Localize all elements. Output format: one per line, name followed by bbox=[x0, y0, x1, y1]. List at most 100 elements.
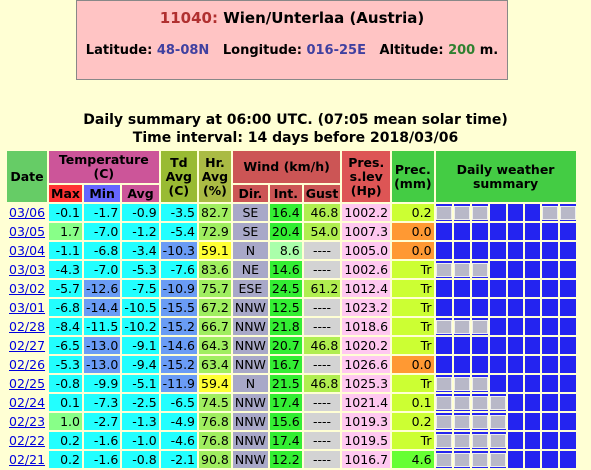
weather-icon-cell bbox=[524, 451, 540, 468]
interval-line: Time interval: 14 days before 2018/03/06 bbox=[132, 130, 459, 146]
date-link[interactable]: 03/03 bbox=[9, 262, 46, 277]
value-cell: -10.2 bbox=[122, 318, 159, 335]
date-link[interactable]: 03/01 bbox=[9, 300, 46, 315]
value-cell: NE bbox=[232, 261, 268, 278]
weather-icon-cell bbox=[559, 356, 576, 373]
value-cell: -5.1 bbox=[122, 375, 159, 392]
data-row: 03/02 -5.7 -12.6 -7.5 -10.9 75.7 ESE 24.5 61.2 10… bbox=[7, 280, 576, 297]
weather-icon-cell bbox=[489, 394, 506, 411]
value-cell: -9.4 bbox=[122, 356, 159, 373]
value-cell: 0.2 bbox=[392, 204, 434, 221]
weather-icon bbox=[435, 395, 452, 410]
date-link[interactable]: 03/04 bbox=[9, 243, 46, 258]
weather-icon-cell bbox=[559, 261, 576, 278]
value-cell: -6.8 bbox=[49, 299, 82, 316]
value-cell: -1.1 bbox=[49, 242, 82, 259]
weather-icon-cell bbox=[435, 242, 452, 259]
weather-icon bbox=[453, 452, 470, 467]
value-cell: ---- bbox=[303, 394, 341, 411]
weather-icon-cell bbox=[507, 242, 523, 259]
sub-header: Int. bbox=[269, 185, 302, 202]
weather-icon-cell bbox=[435, 451, 452, 468]
weather-icon-cell bbox=[524, 432, 540, 449]
weather-icon-cell bbox=[559, 394, 576, 411]
value-cell: 75.7 bbox=[199, 280, 231, 297]
value-cell: 21.5 bbox=[269, 375, 302, 392]
value-cell: -2.7 bbox=[83, 413, 121, 430]
weather-icon-cell bbox=[524, 280, 540, 297]
column-header: Temperature (C) bbox=[49, 151, 159, 183]
value-cell: 20.4 bbox=[269, 223, 302, 240]
date-link[interactable]: 02/25 bbox=[9, 376, 46, 391]
coords-line: Latitude: 48-08N Longitude: 016-25E Alti… bbox=[77, 43, 507, 58]
weather-icon bbox=[453, 433, 470, 448]
value-cell: NNW bbox=[232, 356, 268, 373]
date-link[interactable]: 03/02 bbox=[9, 281, 46, 296]
date-link[interactable]: 03/06 bbox=[9, 205, 46, 220]
weather-icon-cell bbox=[435, 337, 452, 354]
weather-icon-cell bbox=[559, 242, 576, 259]
weather-icon bbox=[435, 452, 452, 467]
station-id: 11040: bbox=[159, 9, 218, 27]
value-cell: 0.0 bbox=[392, 356, 434, 373]
weather-icon bbox=[471, 395, 488, 410]
weather-icon-cell bbox=[453, 223, 470, 240]
weather-icon-cell bbox=[489, 204, 506, 221]
weather-icon-cell bbox=[453, 299, 470, 316]
weather-icon-cell bbox=[507, 394, 523, 411]
weather-icon-cell bbox=[471, 413, 488, 430]
weather-icon-cell bbox=[507, 432, 523, 449]
value-cell: ---- bbox=[303, 413, 341, 430]
weather-icon-cell bbox=[489, 318, 506, 335]
value-cell: 66.7 bbox=[199, 318, 231, 335]
date-cell: 02/26 bbox=[7, 356, 48, 373]
date-link[interactable]: 02/23 bbox=[9, 414, 46, 429]
date-cell: 02/24 bbox=[7, 394, 48, 411]
value-cell: 1.0 bbox=[49, 413, 82, 430]
value-cell: -1.2 bbox=[122, 223, 159, 240]
column-header: Prec. (mm) bbox=[392, 151, 434, 202]
weather-icon-cell bbox=[541, 432, 558, 449]
weather-icon-cell bbox=[453, 318, 470, 335]
value-cell: -6.8 bbox=[83, 242, 121, 259]
value-cell: NNW bbox=[232, 318, 268, 335]
data-row: 02/28 -8.4 -11.5 -10.2 -15.2 66.7 NNW 21.8 ---- 1… bbox=[7, 318, 576, 335]
weather-icon bbox=[471, 376, 488, 391]
value-cell: NNW bbox=[232, 337, 268, 354]
weather-icon-cell bbox=[524, 261, 540, 278]
date-cell: 03/02 bbox=[7, 280, 48, 297]
weather-icon-cell bbox=[489, 261, 506, 278]
weather-icon-cell bbox=[489, 337, 506, 354]
alt: 200 bbox=[448, 43, 476, 58]
weather-icon-cell bbox=[471, 451, 488, 468]
value-cell: -9.1 bbox=[122, 337, 159, 354]
weather-icon-cell bbox=[541, 394, 558, 411]
value-cell: Tr bbox=[392, 337, 434, 354]
data-row: 02/21 0.2 -1.6 -0.8 -2.1 90.8 NNW 12.2 ---- 1016.… bbox=[7, 451, 576, 468]
column-header: Hr. Avg (%) bbox=[199, 151, 231, 202]
weather-icon-cell bbox=[524, 356, 540, 373]
date-link[interactable]: 02/27 bbox=[9, 338, 46, 353]
date-cell: 02/28 bbox=[7, 318, 48, 335]
value-cell: 1005.0 bbox=[342, 242, 391, 259]
value-cell: ---- bbox=[303, 318, 341, 335]
weather-icon bbox=[471, 433, 488, 448]
date-link[interactable]: 02/21 bbox=[9, 452, 46, 467]
value-cell: NNW bbox=[232, 299, 268, 316]
value-cell: Tr bbox=[392, 299, 434, 316]
date-link[interactable]: 02/26 bbox=[9, 357, 46, 372]
date-link[interactable]: 03/05 bbox=[9, 224, 46, 239]
date-cell: 03/04 bbox=[7, 242, 48, 259]
date-link[interactable]: 02/28 bbox=[9, 319, 46, 334]
header-row: Max Min Avg Dir. Int. Gust bbox=[7, 185, 576, 202]
date-cell: 02/25 bbox=[7, 375, 48, 392]
value-cell: -7.0 bbox=[83, 261, 121, 278]
lat-label: Latitude: bbox=[85, 43, 153, 58]
date-link[interactable]: 02/22 bbox=[9, 433, 46, 448]
date-link[interactable]: 02/24 bbox=[9, 395, 46, 410]
weather-icon-cell bbox=[559, 223, 576, 240]
weather-icon-cell bbox=[435, 413, 452, 430]
weather-icon bbox=[435, 414, 452, 429]
weather-icon bbox=[471, 414, 488, 429]
